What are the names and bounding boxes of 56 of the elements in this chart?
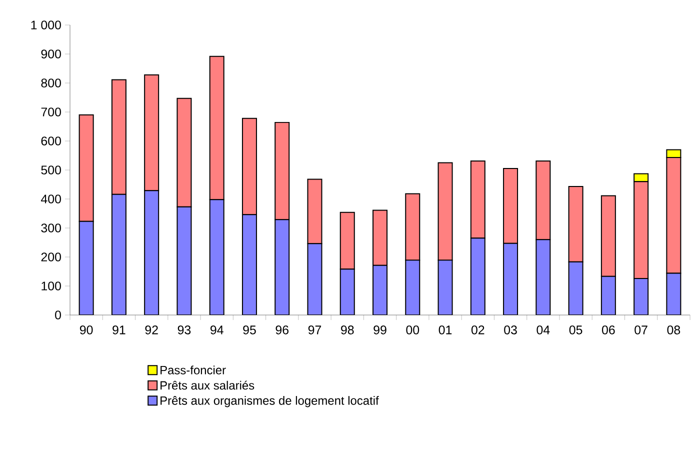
bar: [307, 243, 322, 315]
legend-label: Pass-foncier: [160, 366, 226, 374]
bar: [405, 260, 420, 315]
bar: [340, 268, 355, 315]
bar: [176, 206, 192, 315]
bar: [372, 264, 388, 315]
x-tick-label: 97: [308, 326, 322, 334]
bar: [568, 261, 584, 315]
x-tick-label: 00: [406, 326, 420, 334]
bar: [209, 199, 224, 315]
bar: [144, 190, 160, 315]
x-tick-label: 92: [145, 326, 158, 334]
x-tick-label: 07: [634, 326, 648, 334]
bar: [600, 276, 616, 315]
x-tick-label: 91: [112, 326, 126, 334]
bar: [242, 214, 257, 315]
bar: [536, 239, 551, 315]
bar: [600, 195, 616, 277]
bar: [666, 272, 682, 315]
y-tick-label: 900: [41, 50, 61, 58]
bar: [405, 193, 420, 261]
x-tick-label: 03: [504, 326, 517, 334]
bar: [634, 278, 649, 315]
bar: [438, 260, 453, 315]
x-tick-label: 96: [276, 326, 288, 334]
x-tick-label: 05: [569, 326, 582, 334]
y-tick-label: 300: [41, 224, 61, 232]
y-tick-label: 1 000: [31, 20, 61, 30]
bar: [340, 212, 355, 270]
y-tick-label: 400: [40, 194, 61, 204]
bar: [470, 238, 486, 315]
x-tick-label: 99: [374, 326, 386, 334]
y-tick-label: 800: [41, 78, 61, 88]
bar: [111, 194, 126, 315]
x-tick-label: 04: [536, 326, 550, 334]
x-tick-label: 01: [438, 326, 452, 334]
x-tick-label: 90: [80, 326, 93, 334]
y-tick-label: 600: [41, 136, 61, 146]
x-tick-label: 08: [667, 326, 680, 334]
y-tick-label: 100: [42, 282, 61, 290]
legend-label: Prêts aux salariés: [160, 380, 254, 390]
y-tick-label: 500: [41, 166, 61, 174]
bar: [503, 242, 518, 315]
x-tick-label: 98: [341, 326, 354, 334]
legend-label: Prêts aux organismes de logement locatif: [160, 396, 379, 408]
x-tick-label: 06: [602, 326, 615, 334]
bar: [274, 219, 290, 315]
x-tick-label: 95: [243, 326, 256, 334]
bar: [372, 210, 388, 266]
x-tick-label: 93: [178, 326, 191, 334]
y-tick-label: 200: [41, 252, 61, 262]
x-tick-label: 94: [210, 326, 224, 334]
y-tick-label: 0: [55, 310, 61, 320]
x-tick-label: 02: [471, 326, 484, 334]
bar: [78, 220, 94, 315]
y-tick-label: 700: [41, 108, 61, 116]
